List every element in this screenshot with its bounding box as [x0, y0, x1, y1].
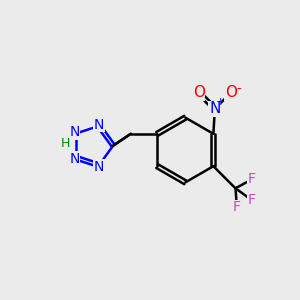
Text: H: H [61, 137, 70, 150]
Text: N: N [69, 125, 80, 139]
Text: N: N [209, 101, 220, 116]
Text: N: N [69, 152, 80, 166]
Text: +: + [215, 97, 225, 107]
Text: O: O [225, 85, 237, 100]
Text: N: N [94, 160, 104, 174]
Text: -: - [237, 82, 242, 97]
Text: F: F [248, 193, 256, 207]
Text: N: N [94, 118, 104, 131]
Text: F: F [248, 172, 256, 186]
Text: F: F [233, 200, 241, 214]
Text: O: O [193, 85, 205, 100]
